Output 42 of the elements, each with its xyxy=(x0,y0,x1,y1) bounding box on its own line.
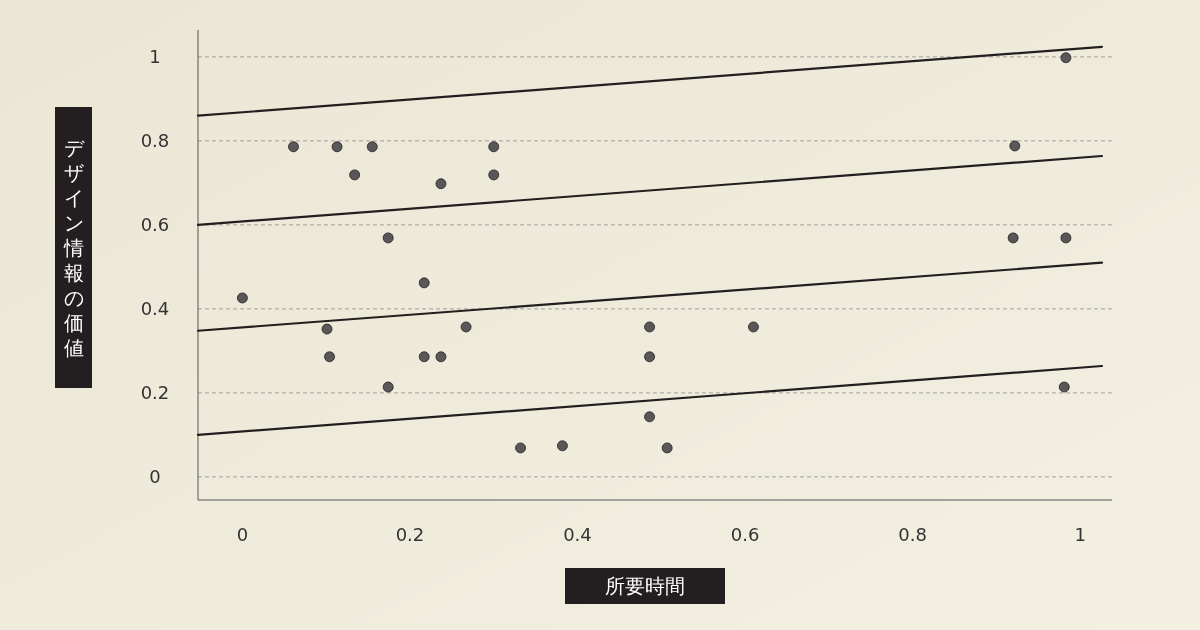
y-tick-label: 1 xyxy=(149,46,161,68)
point xyxy=(644,321,655,333)
point xyxy=(1007,232,1019,244)
point xyxy=(460,321,472,333)
x-tick-label: 1 xyxy=(1074,524,1086,546)
y-tick-label: 0.4 xyxy=(140,298,170,320)
point xyxy=(382,232,394,244)
point xyxy=(488,141,500,153)
y-tick-label: 0 xyxy=(149,466,161,488)
point xyxy=(1058,381,1070,393)
y-tick-label: 0.2 xyxy=(140,382,170,404)
point xyxy=(349,169,361,181)
point xyxy=(661,442,673,454)
y-tick-label: 0.6 xyxy=(140,214,170,236)
point xyxy=(557,440,568,452)
point xyxy=(644,411,655,423)
point xyxy=(435,178,447,190)
x-tick-label: 0 xyxy=(236,524,249,546)
x-axis-title: 所要時間 xyxy=(605,574,685,598)
x-tick-label: 0.4 xyxy=(563,524,592,546)
text: デザイン情報の価値 xyxy=(63,135,84,360)
point xyxy=(1009,140,1021,152)
point xyxy=(321,323,333,335)
y-tick-label: 0.8 xyxy=(140,130,170,152)
point xyxy=(237,292,248,304)
point xyxy=(515,442,526,454)
point xyxy=(488,169,500,181)
point xyxy=(324,351,335,363)
x-tick-label: 0.8 xyxy=(898,524,927,546)
point xyxy=(288,141,299,153)
point xyxy=(435,351,447,363)
point xyxy=(644,351,655,363)
point xyxy=(382,381,394,393)
x-tick-label: 0.2 xyxy=(395,524,425,546)
point xyxy=(1060,52,1072,64)
point xyxy=(418,277,430,289)
point xyxy=(331,141,343,153)
point xyxy=(366,141,378,153)
point xyxy=(418,351,430,363)
point xyxy=(1060,232,1072,244)
x-tick-label: 0.6 xyxy=(730,524,760,546)
point xyxy=(748,321,759,333)
